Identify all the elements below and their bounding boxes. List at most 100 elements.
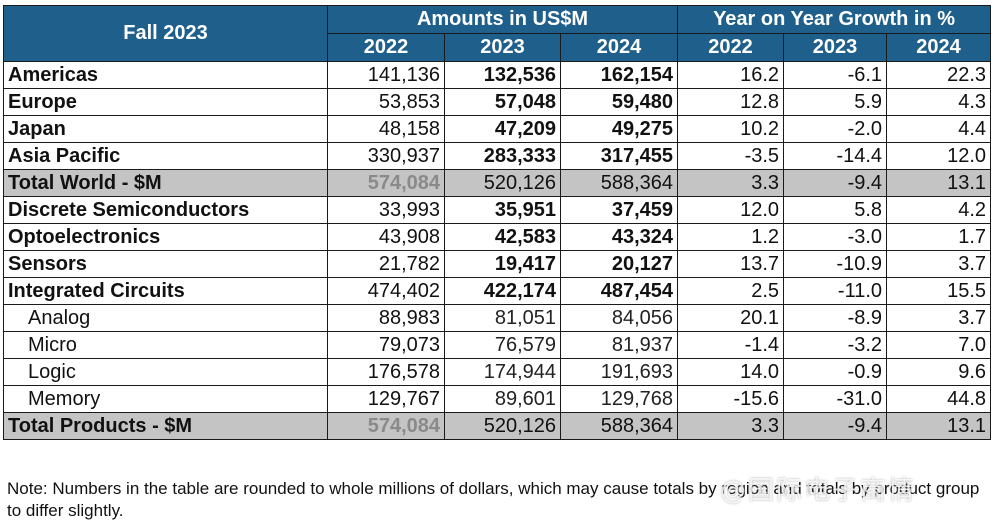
- growth-cell: 4.2: [886, 196, 992, 224]
- growth-cell: 16.2: [677, 61, 785, 89]
- growth-cell: 22.3: [886, 61, 992, 89]
- year-header: 2024: [559, 33, 679, 62]
- growth-cell: 5.8: [783, 196, 888, 224]
- amounts-group-header: Amounts in US$M: [326, 5, 679, 34]
- growth-cell: -9.4: [783, 169, 888, 197]
- row-label: Discrete Semiconductors: [3, 196, 328, 224]
- season-label: Fall 2023: [3, 5, 328, 62]
- year-header: 2022: [677, 33, 785, 62]
- growth-cell: -3.5: [677, 142, 785, 170]
- forecast-table: Fall 2023 Amounts in US$M Year on Year G…: [3, 5, 992, 440]
- total-row: Total World - $M 574,084 520,126 588,364 3.3…: [3, 169, 992, 197]
- table-row: Integrated Circuits 474,402 422,174 487,454…: [3, 277, 992, 305]
- table-row: Logic 176,578 174,944 191,693 14.0 -0.9 9.6: [3, 358, 992, 386]
- growth-cell: 15.5: [886, 277, 992, 305]
- row-label: Analog: [3, 304, 328, 332]
- growth-cell: 10.2: [677, 115, 785, 143]
- growth-cell: -2.0: [783, 115, 888, 143]
- growth-cell: 5.9: [783, 88, 888, 116]
- amount-cell: 588,364: [559, 412, 679, 440]
- amount-cell: 88,983: [327, 304, 445, 332]
- growth-cell: 12.0: [677, 196, 785, 224]
- growth-cell: 3.7: [886, 250, 992, 278]
- amount-cell: 33,993: [327, 196, 445, 224]
- year-header: 2023: [444, 33, 561, 62]
- growth-cell: 12.8: [677, 88, 785, 116]
- growth-cell: 9.6: [886, 358, 992, 386]
- growth-cell: 3.3: [677, 412, 785, 440]
- growth-cell: 1.2: [677, 223, 785, 251]
- amount-cell: 43,908: [327, 223, 445, 251]
- growth-cell: 44.8: [886, 385, 992, 413]
- amount-cell: 53,853: [327, 88, 445, 116]
- amount-cell: 520,126: [444, 169, 561, 197]
- amount-cell: 162,154: [559, 61, 679, 89]
- growth-cell: 13.1: [886, 169, 992, 197]
- table-row: Optoelectronics 43,908 42,583 43,324 1.2 -3.0…: [3, 223, 992, 251]
- amount-cell: 129,767: [327, 385, 445, 413]
- amount-cell: 81,051: [444, 304, 561, 332]
- amount-cell: 176,578: [327, 358, 445, 386]
- year-header: 2022: [327, 33, 445, 62]
- growth-cell: -1.4: [677, 331, 785, 359]
- growth-cell: 14.0: [677, 358, 785, 386]
- growth-cell: -14.4: [783, 142, 888, 170]
- row-label: Micro: [3, 331, 328, 359]
- amount-cell: 487,454: [559, 277, 679, 305]
- amount-cell: 174,944: [444, 358, 561, 386]
- amount-cell: 141,136: [327, 61, 445, 89]
- year-header: 2023: [783, 33, 888, 62]
- table-body: Americas 141,136 132,536 162,154 16.2 -6.1 22.…: [3, 61, 992, 440]
- amount-cell: 43,324: [559, 223, 679, 251]
- growth-cell: 4.3: [886, 88, 992, 116]
- amount-cell: 588,364: [559, 169, 679, 197]
- table-header: Fall 2023 Amounts in US$M Year on Year G…: [3, 5, 992, 62]
- total-row: Total Products - $M 574,084 520,126 588,364…: [3, 412, 992, 440]
- growth-cell: -3.0: [783, 223, 888, 251]
- table-row: Sensors 21,782 19,417 20,127 13.7 -10.9 3.7: [3, 250, 992, 278]
- amount-cell: 59,480: [559, 88, 679, 116]
- amount-cell: 76,579: [444, 331, 561, 359]
- amount-cell: 330,937: [327, 142, 445, 170]
- amount-cell: 474,402: [327, 277, 445, 305]
- row-label: Integrated Circuits: [3, 277, 328, 305]
- growth-cell: 12.0: [886, 142, 992, 170]
- growth-cell: 4.4: [886, 115, 992, 143]
- amount-cell: 79,073: [327, 331, 445, 359]
- amount-cell: 57,048: [444, 88, 561, 116]
- amount-cell: 47,209: [444, 115, 561, 143]
- row-label: Memory: [3, 385, 328, 413]
- growth-cell: 1.7: [886, 223, 992, 251]
- growth-cell: -11.0: [783, 277, 888, 305]
- amount-cell: 48,158: [327, 115, 445, 143]
- growth-cell: 20.1: [677, 304, 785, 332]
- growth-cell: 3.3: [677, 169, 785, 197]
- growth-cell: 2.5: [677, 277, 785, 305]
- row-label: Japan: [3, 115, 328, 143]
- amount-cell: 283,333: [444, 142, 561, 170]
- amount-cell: 520,126: [444, 412, 561, 440]
- amount-cell: 574,084: [327, 412, 445, 440]
- table-row: Japan 48,158 47,209 49,275 10.2 -2.0 4.4: [3, 115, 992, 143]
- growth-cell: -3.2: [783, 331, 888, 359]
- growth-group-header: Year on Year Growth in %: [677, 5, 992, 34]
- row-label: Optoelectronics: [3, 223, 328, 251]
- growth-cell: -0.9: [783, 358, 888, 386]
- row-label: Europe: [3, 88, 328, 116]
- amount-cell: 81,937: [559, 331, 679, 359]
- row-label: Total Products - $M: [3, 412, 328, 440]
- amount-cell: 49,275: [559, 115, 679, 143]
- amount-cell: 84,056: [559, 304, 679, 332]
- growth-cell: -9.4: [783, 412, 888, 440]
- amount-cell: 89,601: [444, 385, 561, 413]
- growth-cell: 13.1: [886, 412, 992, 440]
- growth-cell: 3.7: [886, 304, 992, 332]
- amount-cell: 20,127: [559, 250, 679, 278]
- row-label: Asia Pacific: [3, 142, 328, 170]
- amount-cell: 37,459: [559, 196, 679, 224]
- footnote: Note: Numbers in the table are rounded t…: [7, 479, 980, 520]
- amount-cell: 191,693: [559, 358, 679, 386]
- row-label: Logic: [3, 358, 328, 386]
- amount-cell: 35,951: [444, 196, 561, 224]
- table-row: Discrete Semiconductors 33,993 35,951 37,45…: [3, 196, 992, 224]
